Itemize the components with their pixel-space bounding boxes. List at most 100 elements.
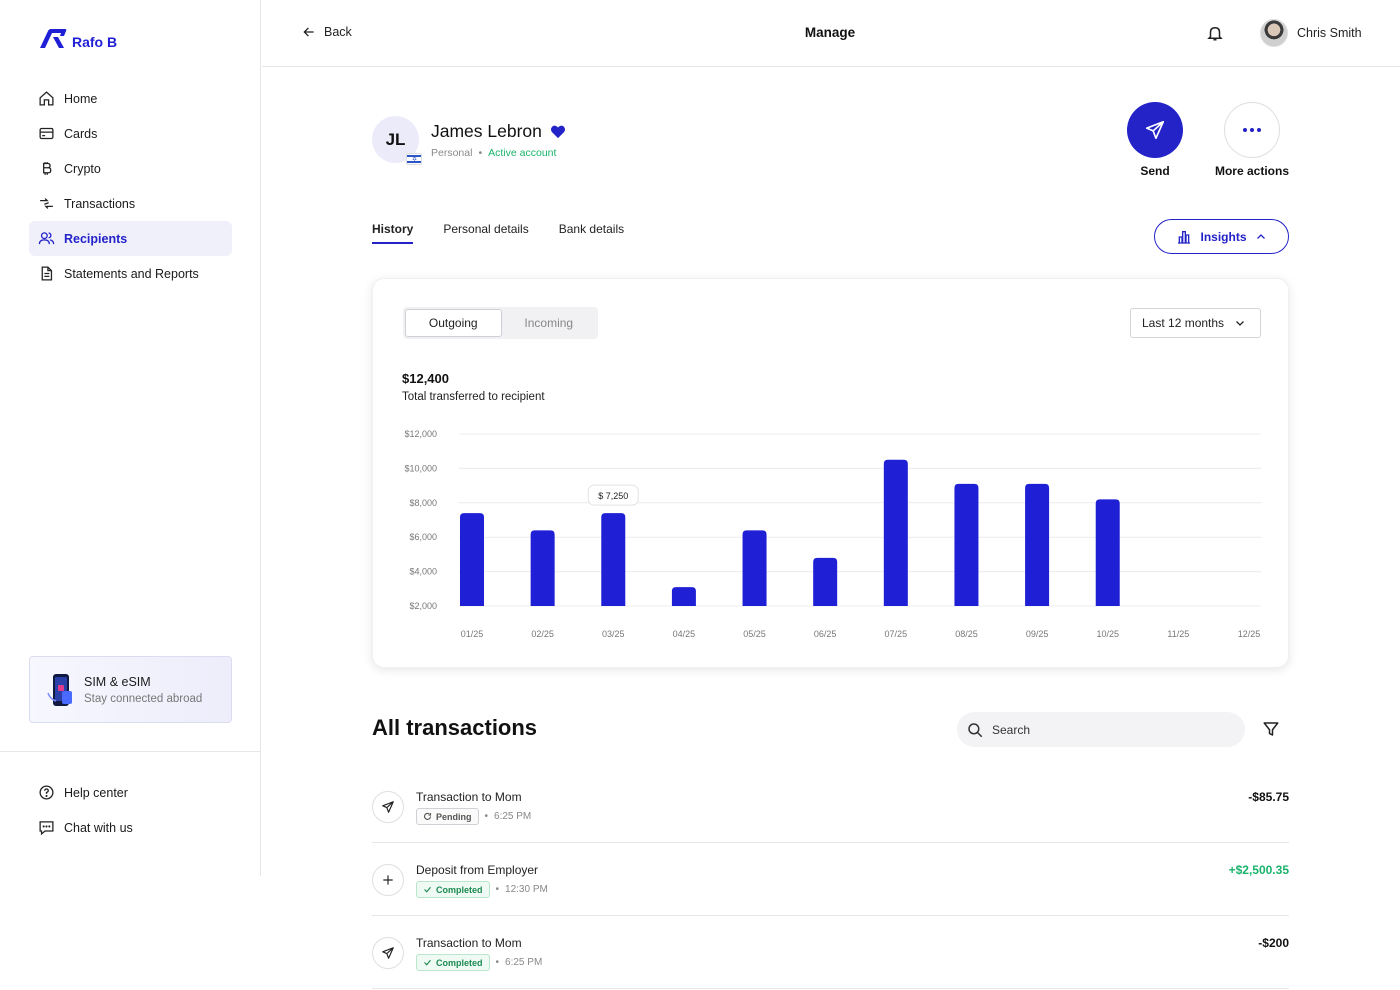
transaction-title: Transaction to Mom <box>416 936 522 950</box>
sidebar-item-cards[interactable]: Cards <box>29 116 232 151</box>
search-bar <box>957 712 1245 747</box>
sidebar: Rafo B Home Cards Crypto Transactions Re… <box>0 0 261 876</box>
transaction-meta: Completed • 12:30 PM <box>416 881 548 898</box>
sidebar-item-transactions[interactable]: Transactions <box>29 186 232 221</box>
sidebar-item-crypto[interactable]: Crypto <box>29 151 232 186</box>
recipient-avatar: JL ✡ <box>372 116 422 165</box>
tab-bank-details[interactable]: Bank details <box>558 222 625 236</box>
bar <box>883 459 908 606</box>
chat-icon <box>38 819 55 836</box>
meta-separator: • <box>495 957 500 968</box>
help-icon <box>38 784 55 801</box>
sidebar-item-label: Cards <box>64 126 98 141</box>
status-badge: Completed <box>416 954 490 971</box>
top-bar: Back Manage Chris Smith <box>262 0 1400 67</box>
bitcoin-icon <box>38 160 55 177</box>
recipient-status: Active account <box>488 146 557 159</box>
x-tick-label: 04/25 <box>673 629 696 639</box>
more-actions-label: More actions <box>1214 164 1289 178</box>
brand-name: Rafo B <box>72 33 118 50</box>
arrow-left-icon <box>303 27 314 37</box>
transaction-time: 12:30 PM <box>505 884 548 895</box>
transaction-row[interactable]: Deposit from Employer Completed • 12:30 … <box>372 843 1289 916</box>
transaction-time: 6:25 PM <box>505 957 543 968</box>
segment-outgoing[interactable]: Outgoing <box>405 309 502 337</box>
x-tick-label: 05/25 <box>743 629 766 639</box>
sidebar-item-label: Transactions <box>64 196 136 211</box>
sidebar-item-recipients[interactable]: Recipients <box>29 221 232 256</box>
tooltip-label: $ 7,250 <box>598 491 628 501</box>
sidebar-item-label: Recipients <box>64 231 128 246</box>
y-tick-label: $4,000 <box>409 567 437 577</box>
transaction-list: Transaction to Mom Pending • 6:25 PM -$8… <box>372 770 1289 989</box>
x-tick-label: 06/25 <box>814 629 837 639</box>
transaction-title: Deposit from Employer <box>416 863 539 877</box>
sidebar-bottom-nav: Help center Chat with us <box>29 775 232 845</box>
sidebar-item-chat[interactable]: Chat with us <box>29 810 232 845</box>
user-name: Chris Smith <box>1297 26 1362 40</box>
chevron-up-icon <box>1256 233 1265 239</box>
x-tick-label: 07/25 <box>885 629 908 639</box>
sidebar-item-label: Crypto <box>64 161 101 176</box>
send-button[interactable]: Send <box>1115 102 1195 178</box>
x-tick-label: 10/25 <box>1096 629 1119 639</box>
filter-icon[interactable] <box>1262 720 1280 738</box>
date-range-select[interactable]: Last 12 months <box>1130 308 1261 338</box>
transaction-row[interactable]: Transaction to Mom Pending • 6:25 PM -$8… <box>372 770 1289 843</box>
x-tick-label: 11/25 <box>1167 629 1189 639</box>
all-transactions-title: All transactions <box>372 715 538 740</box>
total-caption: Total transferred to recipient <box>402 391 545 403</box>
transaction-row[interactable]: Transaction to Mom Completed • 6:25 PM -… <box>372 916 1289 989</box>
recipient-tabs: History Personal details Bank details <box>372 222 624 244</box>
direction-segmented-control: Outgoing Incoming <box>403 307 598 339</box>
plus-icon <box>372 864 404 896</box>
transaction-amount: -$200 <box>1258 936 1289 950</box>
x-tick-label: 09/25 <box>1026 629 1049 639</box>
brand-logo[interactable]: Rafo B <box>38 28 117 50</box>
sim-esim-promo[interactable]: SIM & eSIM Stay connected abroad <box>29 656 232 723</box>
sidebar-item-help-center[interactable]: Help center <box>29 775 232 810</box>
send-icon <box>1145 120 1165 140</box>
recipient-type: Personal <box>431 146 473 159</box>
total-amount: $12,400 <box>402 371 449 386</box>
sidebar-item-label: Chat with us <box>64 820 133 835</box>
promo-subtitle: Stay connected abroad <box>84 692 203 705</box>
sidebar-nav: Home Cards Crypto Transactions Recipient… <box>29 81 232 291</box>
sidebar-divider <box>0 751 261 752</box>
israel-flag-icon: ✡ <box>406 153 422 165</box>
recipient-initials: JL <box>385 129 406 149</box>
meta-separator: • <box>484 811 489 822</box>
avatar <box>1260 19 1288 47</box>
status-badge: Completed <box>416 881 490 898</box>
segment-incoming[interactable]: Incoming <box>524 316 574 330</box>
bar <box>813 557 838 606</box>
send-label: Send <box>1140 164 1170 178</box>
recipient-meta: Personal • Active account <box>431 147 566 159</box>
status-label: Pending <box>436 811 472 822</box>
bar-chart-icon <box>1178 230 1191 244</box>
bar-chart: $12,000 $10,000 $8,000 $6,000 $4,000 $2,000 01… <box>404 429 1261 639</box>
logo-icon <box>40 29 67 48</box>
bar <box>460 513 484 606</box>
meta-separator: • <box>478 146 483 159</box>
sidebar-item-home[interactable]: Home <box>29 81 232 116</box>
page-title: Manage <box>804 25 856 40</box>
y-tick-label: $8,000 <box>409 498 437 508</box>
more-actions-button[interactable]: More actions <box>1212 102 1292 178</box>
bell-icon[interactable] <box>1206 24 1224 42</box>
user-menu[interactable]: Chris Smith <box>1260 19 1362 47</box>
sidebar-item-statements[interactable]: Statements and Reports <box>29 256 232 291</box>
search-input[interactable] <box>992 722 1222 737</box>
insights-toggle-button[interactable]: Insights <box>1154 219 1289 254</box>
more-dots-icon <box>1243 128 1261 132</box>
refresh-icon <box>423 812 432 820</box>
bar <box>954 483 979 606</box>
heart-icon[interactable] <box>550 124 566 139</box>
tab-personal-details[interactable]: Personal details <box>443 222 529 236</box>
send-icon <box>372 791 404 823</box>
tab-history[interactable]: History <box>372 222 414 244</box>
transaction-meta: Completed • 6:25 PM <box>416 954 542 971</box>
back-button[interactable]: Back <box>302 25 352 39</box>
sidebar-item-label: Home <box>64 91 98 106</box>
transaction-time: 6:25 PM <box>494 811 532 822</box>
